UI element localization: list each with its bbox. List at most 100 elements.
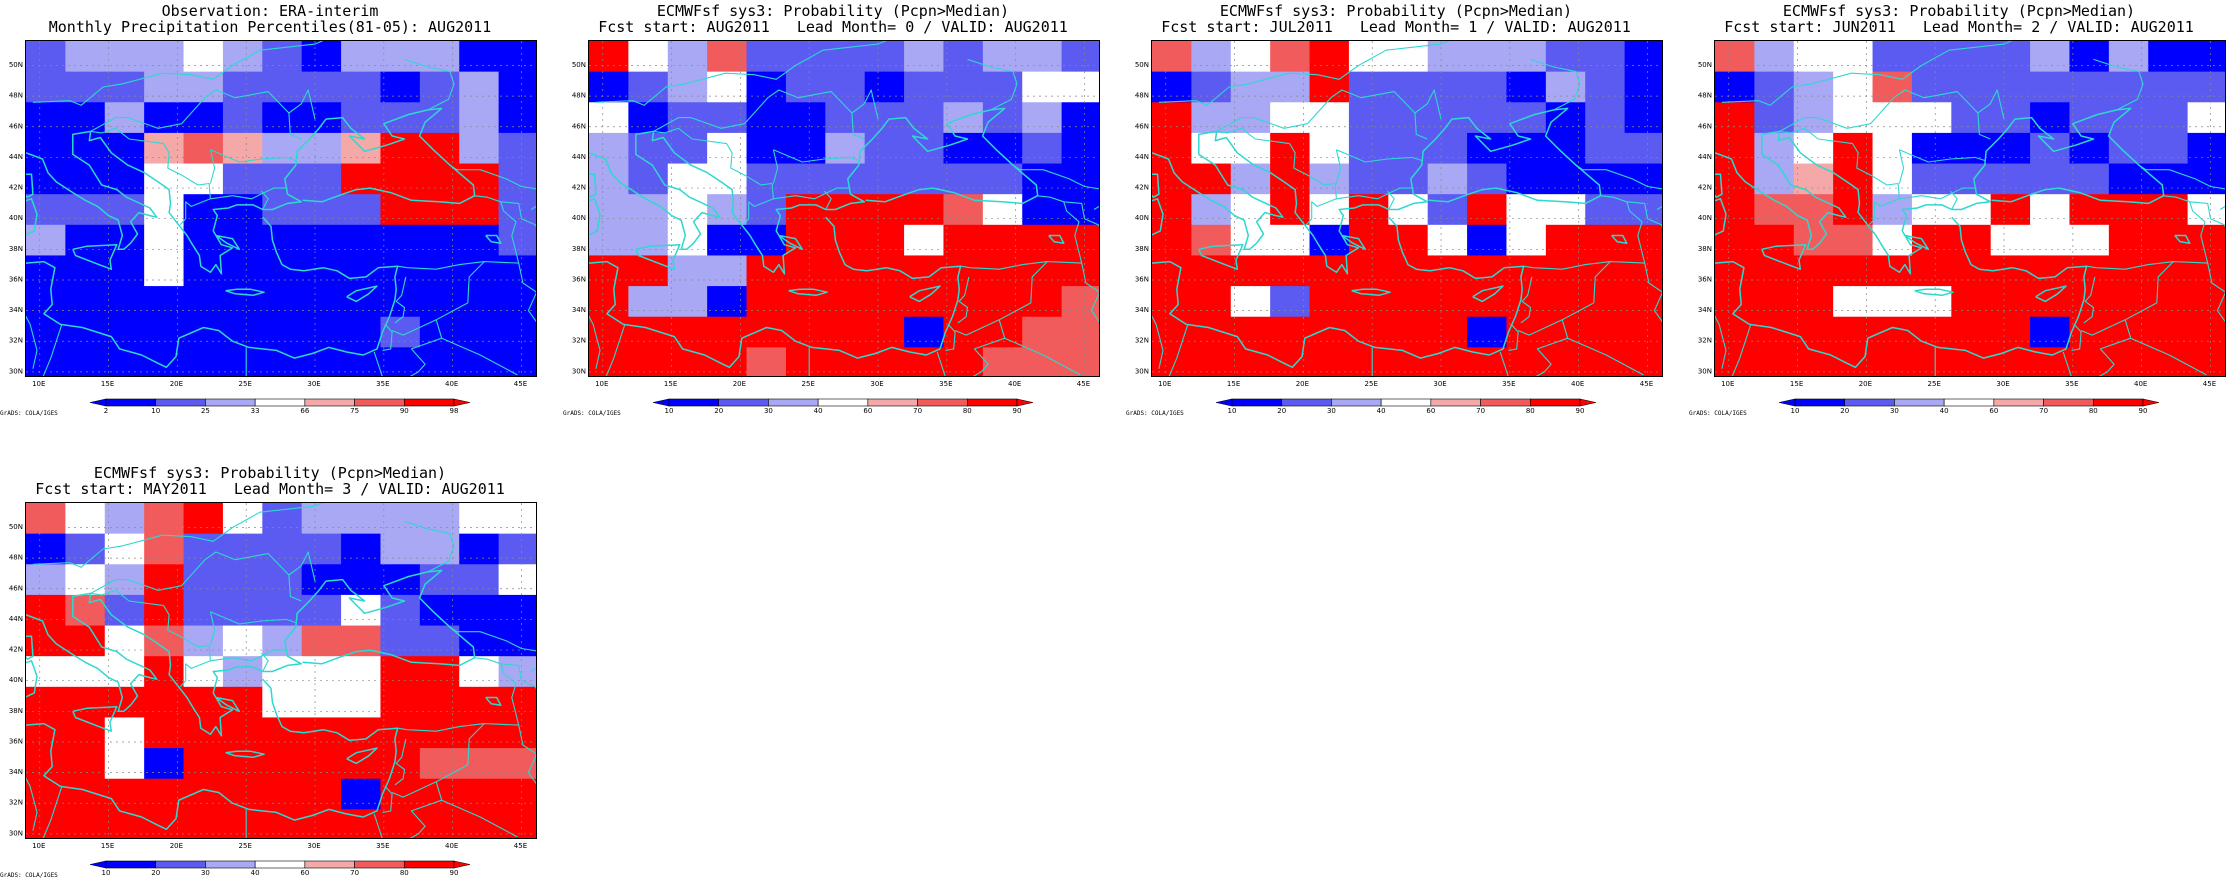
coastline <box>589 130 721 251</box>
grid-cell <box>2069 224 2110 257</box>
grid-cell <box>1388 163 1429 195</box>
grid-cell <box>1467 41 1508 73</box>
grid-cell <box>419 347 460 376</box>
grid-cell <box>144 224 185 257</box>
colorbar-swatch <box>1281 398 1332 407</box>
grid-cell <box>183 717 224 749</box>
grid-cell <box>1624 224 1662 257</box>
panel-title: ECMWFsf sys3: Probability (Pcpn>Median) <box>656 2 1010 20</box>
grid-cell <box>785 255 826 287</box>
colorbar: 10 20 30 40 60 70 80 90 <box>652 398 1034 415</box>
grid-cell <box>65 656 106 688</box>
grid-cell <box>1427 286 1468 318</box>
grid-cell <box>1270 286 1311 318</box>
coastline <box>1715 216 2088 369</box>
grid-cell <box>2187 224 2225 257</box>
grid-cell <box>1754 347 1795 376</box>
grid-cell <box>1911 347 1952 376</box>
grid-cell <box>1427 41 1468 73</box>
country-border <box>260 190 269 210</box>
coastline <box>26 198 38 236</box>
grid-cell <box>1833 71 1874 103</box>
grid-cell <box>301 503 342 535</box>
map-frame <box>1151 40 1663 377</box>
grid-cell <box>498 102 536 134</box>
grid-cell <box>341 102 382 134</box>
grid-cell <box>262 778 303 810</box>
grid-cell <box>104 686 145 719</box>
colorbar-label: 10 <box>1228 407 1237 414</box>
grid-cell <box>222 194 263 226</box>
grid-cell <box>301 316 342 348</box>
grid-cell <box>1951 71 1992 103</box>
colorbar-left-arrow <box>652 398 670 407</box>
longitude-label: 40E <box>445 380 458 388</box>
colorbar-graphic: 10 20 30 40 60 70 80 90 <box>652 398 1034 415</box>
longitude-label: 45E <box>2203 380 2216 388</box>
longitude-label: 45E <box>514 380 527 388</box>
grid-cell <box>1191 286 1232 318</box>
grid-cell <box>1022 41 1063 73</box>
grid-cell <box>943 41 984 73</box>
grid-cell <box>1022 71 1063 103</box>
grid-cell <box>1506 194 1547 226</box>
grid-cell <box>419 656 460 688</box>
grid-cell <box>419 533 460 565</box>
grid-cell <box>301 163 342 195</box>
colorbar-label: 60 <box>1989 407 1998 414</box>
grid-cell <box>707 286 748 318</box>
grid-cell <box>301 224 342 257</box>
grid-cell <box>1990 132 2031 165</box>
grid-cell <box>419 564 460 596</box>
colorbar-label: 40 <box>1377 407 1386 414</box>
grid-cell <box>1191 102 1232 134</box>
grid-cell <box>498 656 536 688</box>
grid-cell <box>341 503 382 535</box>
grid-cell <box>825 286 866 318</box>
country-border <box>209 149 216 184</box>
grid-cell <box>65 533 106 565</box>
grid-cell <box>746 316 787 348</box>
colorbar-swatch <box>1430 398 1481 407</box>
latitude-label: 38N <box>1135 245 1149 253</box>
grid-cell <box>667 132 708 165</box>
grid-cell <box>498 255 536 287</box>
country-border <box>90 127 211 226</box>
colorbar-label: 90 <box>400 407 409 414</box>
grid-cell <box>222 163 263 195</box>
country-border <box>1898 149 1905 184</box>
grid-cell <box>1624 102 1662 134</box>
map-canvas <box>1152 41 1662 376</box>
country-border <box>772 149 779 184</box>
colorbar-label: 70 <box>1476 407 1485 414</box>
country-border <box>685 41 887 85</box>
country-border <box>605 324 626 376</box>
grid-cell <box>825 163 866 195</box>
latitude-label: 44N <box>9 153 23 161</box>
colorbar-swatch <box>1231 398 1283 407</box>
grid-cell <box>2030 255 2071 287</box>
grid-cell <box>2108 41 2149 73</box>
grid-cell <box>1270 132 1311 165</box>
grid-cell <box>262 717 303 749</box>
country-border <box>449 164 536 210</box>
grid-cell <box>1022 255 1063 287</box>
grid-cell <box>746 255 787 287</box>
grid-cell <box>1545 102 1586 134</box>
country-border <box>1644 262 1662 323</box>
colorbar-swatch <box>2043 398 2094 407</box>
grid-cell <box>1833 286 1874 318</box>
grid-cell <box>183 809 224 838</box>
grads-credit: GrADS: COLA/IGES <box>1126 410 1184 417</box>
grid-cell <box>183 163 224 195</box>
colorbar: 2 10 25 33 66 75 90 98 <box>89 398 471 415</box>
colorbar-label: 60 <box>863 407 872 414</box>
grid-cell <box>1191 71 1232 103</box>
grid-cell <box>1270 163 1311 195</box>
grid-cell <box>1022 316 1063 348</box>
grid-cell <box>104 132 145 165</box>
grid-cell <box>341 656 382 688</box>
grid-cell <box>262 686 303 719</box>
longitude-label: 10E <box>1721 380 1734 388</box>
grid-cell <box>183 625 224 657</box>
